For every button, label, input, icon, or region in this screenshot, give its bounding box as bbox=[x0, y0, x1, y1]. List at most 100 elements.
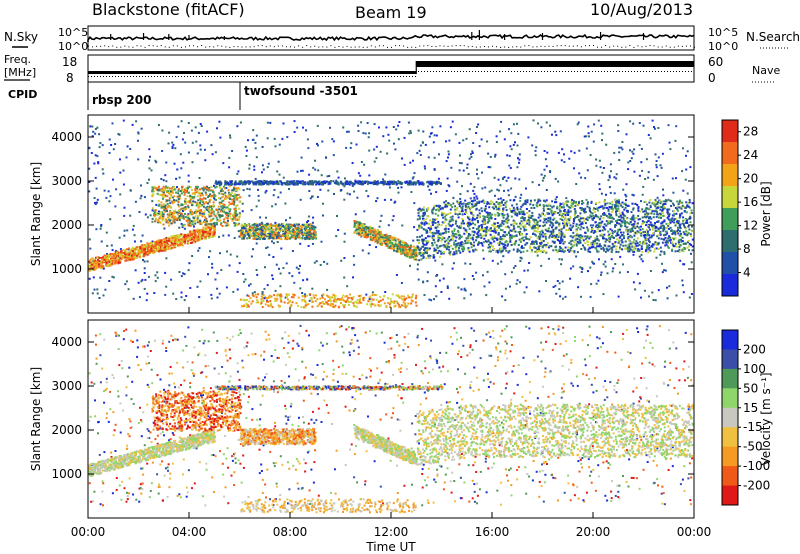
heatmap-cell bbox=[208, 225, 211, 228]
nave-dot bbox=[448, 71, 449, 72]
heatmap-cell bbox=[190, 220, 193, 223]
heatmap-cell bbox=[346, 192, 349, 195]
heatmap-cell bbox=[292, 230, 295, 233]
heatmap-cell bbox=[410, 254, 413, 257]
nave-dot bbox=[241, 76, 242, 77]
heatmap-cell bbox=[188, 217, 191, 220]
heatmap-cell bbox=[172, 240, 175, 243]
heatmap-cell bbox=[378, 234, 381, 237]
heatmap-cell bbox=[293, 230, 296, 233]
heatmap-cell bbox=[198, 203, 201, 206]
nave-dot bbox=[184, 76, 185, 77]
heatmap-cell bbox=[170, 240, 173, 243]
heatmap-cell bbox=[295, 223, 298, 226]
nsearch-dot bbox=[455, 45, 457, 47]
heatmap-cell bbox=[473, 192, 476, 195]
heatmap-cell bbox=[427, 185, 430, 188]
heatmap-cell bbox=[454, 213, 457, 215]
heatmap-cell bbox=[229, 134, 231, 137]
heatmap-cell bbox=[509, 167, 512, 169]
heatmap-cell bbox=[282, 225, 285, 227]
heatmap-cell bbox=[233, 197, 236, 200]
nave-dot bbox=[580, 71, 581, 72]
heatmap-cell bbox=[509, 229, 512, 232]
heatmap-cell bbox=[494, 155, 496, 158]
heatmap-cell bbox=[322, 182, 325, 185]
heatmap-cell bbox=[584, 177, 587, 180]
heatmap-cell bbox=[91, 125, 94, 128]
heatmap-cell bbox=[162, 192, 165, 195]
heatmap-cell bbox=[312, 231, 315, 234]
heatmap-cell bbox=[220, 208, 223, 211]
heatmap-cell bbox=[98, 297, 101, 299]
heatmap-cell bbox=[171, 187, 173, 190]
nsearch-dot bbox=[467, 46, 469, 48]
nsearch-dot bbox=[419, 45, 421, 47]
heatmap-cell bbox=[381, 233, 384, 236]
heatmap-cell bbox=[229, 180, 232, 183]
heatmap-cell bbox=[145, 252, 148, 255]
heatmap-cell bbox=[165, 219, 168, 222]
heatmap-cell bbox=[199, 194, 202, 197]
heatmap-cell bbox=[601, 132, 604, 135]
nave-dot bbox=[262, 76, 263, 77]
nave-dot bbox=[214, 76, 215, 77]
heatmap-cell bbox=[275, 181, 278, 183]
heatmap-cell bbox=[691, 202, 694, 205]
nave-dot bbox=[340, 76, 341, 77]
nave-dot bbox=[163, 76, 164, 77]
heatmap-cell bbox=[228, 183, 231, 186]
nsearch-dot bbox=[112, 45, 114, 47]
heatmap-cell bbox=[154, 215, 157, 218]
heatmap-cell bbox=[219, 136, 222, 139]
heatmap-cell bbox=[96, 260, 99, 263]
heatmap-cell bbox=[236, 270, 239, 273]
heatmap-cell bbox=[486, 140, 489, 143]
heatmap-cell bbox=[360, 225, 363, 228]
heatmap-cell bbox=[138, 211, 141, 213]
heatmap-cell bbox=[242, 227, 245, 230]
nave-dot bbox=[247, 76, 248, 77]
heatmap-cell bbox=[445, 160, 448, 163]
heatmap-cell bbox=[358, 226, 361, 229]
heatmap-cell bbox=[533, 206, 536, 209]
heatmap-cell bbox=[283, 225, 286, 228]
heatmap-cell bbox=[226, 219, 229, 222]
nave-dot bbox=[394, 76, 395, 77]
heatmap-cell bbox=[499, 130, 502, 133]
heatmap-cell bbox=[170, 242, 173, 245]
heatmap-cell bbox=[159, 242, 162, 245]
heatmap-cell bbox=[187, 269, 190, 272]
heatmap-cell bbox=[181, 226, 184, 229]
heatmap-cell bbox=[209, 226, 212, 229]
power-heatmap-cells bbox=[88, 119, 694, 309]
nave-dot bbox=[118, 76, 119, 77]
heatmap-cell bbox=[251, 224, 254, 227]
station-title: Blackstone (fitACF) bbox=[92, 0, 245, 19]
heatmap-cell bbox=[354, 180, 357, 183]
heatmap-cell bbox=[600, 215, 603, 218]
heatmap-cell bbox=[165, 186, 168, 189]
freq-traces bbox=[88, 61, 694, 77]
heatmap-cell bbox=[88, 238, 91, 241]
heatmap-cell bbox=[677, 203, 680, 206]
heatmap-cell bbox=[162, 191, 165, 194]
heatmap-cell bbox=[202, 205, 205, 208]
heatmap-cell bbox=[409, 247, 412, 250]
heatmap-cell bbox=[301, 225, 303, 228]
heatmap-cell bbox=[228, 156, 231, 159]
nave-dot bbox=[478, 71, 479, 72]
heatmap-cell bbox=[420, 226, 423, 229]
heatmap-cell bbox=[405, 244, 408, 247]
heatmap-cell bbox=[190, 129, 193, 132]
heatmap-cell bbox=[191, 196, 194, 199]
heatmap-cell bbox=[360, 222, 363, 225]
nave-dot bbox=[460, 71, 461, 72]
heatmap-cell bbox=[139, 256, 141, 259]
heatmap-cell bbox=[518, 178, 521, 181]
nsearch-dot bbox=[374, 46, 376, 48]
heatmap-cell bbox=[373, 160, 376, 163]
heatmap-cell bbox=[181, 244, 184, 247]
heatmap-cell bbox=[162, 207, 165, 210]
heatmap-cell bbox=[134, 248, 137, 251]
